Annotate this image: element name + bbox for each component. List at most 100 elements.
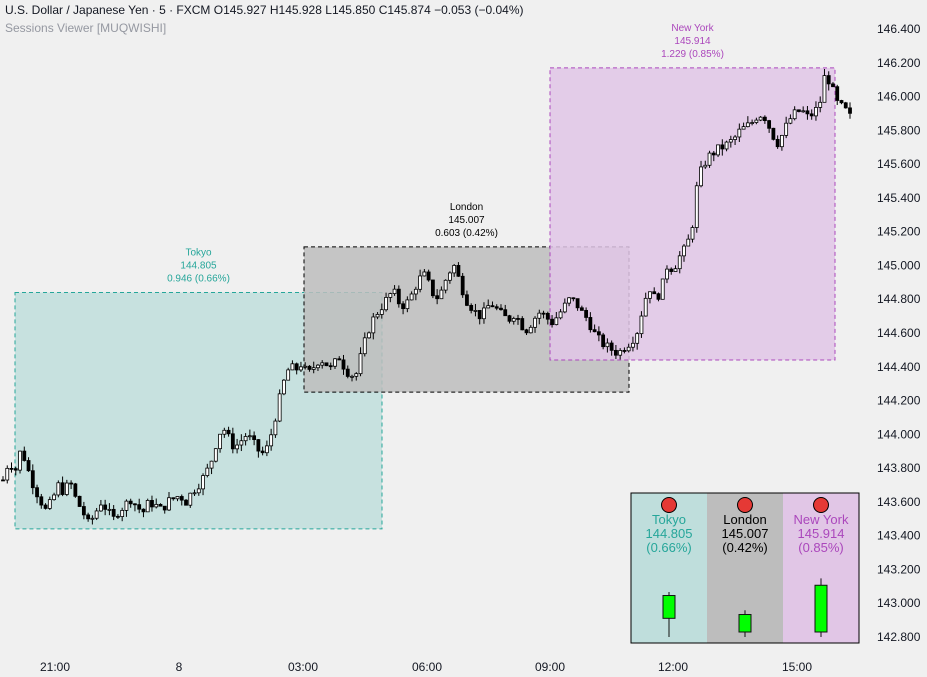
candle-body	[345, 368, 350, 377]
candle-body	[18, 450, 22, 471]
candle-body	[588, 317, 593, 331]
candle-body	[230, 433, 235, 450]
candle-body	[797, 109, 801, 112]
candle-body	[290, 363, 295, 371]
candle-body	[614, 349, 618, 356]
candle-body	[209, 460, 214, 469]
candle-body	[162, 505, 167, 511]
candle-body	[550, 318, 554, 326]
candle-body	[801, 110, 806, 113]
candle-body	[396, 288, 401, 305]
candle-body	[737, 128, 742, 138]
candle-body	[843, 102, 848, 109]
candle-body	[213, 448, 218, 462]
candle-body	[218, 433, 222, 450]
close-value: 145.874	[387, 3, 431, 17]
candle-body	[401, 303, 405, 310]
indicator-title[interactable]: Sessions Viewer [MUQWISHI]	[5, 21, 167, 35]
candle-body	[13, 468, 18, 471]
candle-body	[486, 305, 491, 309]
candle-body	[520, 318, 525, 331]
candle-body	[171, 497, 176, 500]
candle-body	[728, 139, 733, 143]
y-tick-label: 143.000	[877, 596, 921, 610]
table-session-price: 145.007	[722, 526, 769, 541]
candle-body	[758, 116, 763, 121]
session-labels: Tokyo 144.805 0.946 (0.66%) London 145.007 0.…	[167, 23, 724, 285]
y-tick-label: 146.200	[877, 56, 921, 70]
candle-body	[307, 365, 312, 370]
candle-body	[724, 141, 729, 150]
x-tick-label: 21:00	[40, 660, 70, 674]
candle-body	[703, 164, 708, 168]
candle-body	[145, 500, 150, 513]
candle-body	[426, 271, 431, 281]
time-axis: 21:00 8 03:00 06:00 09:00 12:00 15:00	[40, 660, 812, 674]
candle-body	[456, 265, 461, 277]
candle-body	[273, 420, 278, 436]
status-dot-icon	[661, 497, 677, 513]
candle-body	[256, 439, 261, 452]
candle-body	[601, 334, 606, 348]
candle-body	[418, 275, 423, 290]
candle-body	[822, 75, 827, 103]
candle-body	[175, 496, 180, 500]
session-label-change: 0.946 (0.66%)	[167, 273, 230, 284]
candle-body	[388, 293, 393, 298]
candle-body	[669, 268, 674, 272]
candle-body	[413, 288, 418, 295]
candle-body	[167, 497, 171, 511]
candle-body	[337, 358, 342, 361]
candle-body	[775, 138, 780, 148]
candle-body	[656, 293, 661, 300]
candle-body	[503, 309, 508, 317]
mini-candle-body	[738, 614, 752, 633]
table-session-name: New York	[794, 512, 849, 527]
candle-body	[282, 379, 286, 395]
candle-body	[430, 279, 435, 297]
candle-body	[137, 504, 142, 510]
y-tick-label: 144.400	[877, 360, 921, 374]
candle-body	[652, 291, 657, 295]
candle-body	[839, 100, 844, 104]
candle-body	[328, 365, 333, 368]
candle-body	[831, 83, 835, 88]
high-label: H	[269, 3, 279, 17]
candle-body	[473, 310, 478, 312]
candle-body	[264, 445, 269, 454]
candle-body	[541, 312, 546, 315]
symbol-title[interactable]: U.S. Dollar / Japanese Yen · 5 · FXCM	[5, 3, 211, 17]
candle-body	[235, 444, 239, 450]
candle-body	[188, 492, 193, 506]
candle-body	[814, 107, 818, 117]
candle-body	[562, 302, 567, 313]
y-tick-label: 142.800	[877, 630, 921, 644]
candle-body	[60, 482, 65, 495]
candle-body	[64, 482, 69, 495]
chart-header: U.S. Dollar / Japanese Yen · 5 · FXCM O1…	[5, 3, 524, 17]
candle-body	[711, 152, 716, 156]
candle-body	[784, 122, 789, 136]
candle-body	[605, 342, 610, 348]
candle-body	[677, 255, 682, 270]
candle-body	[686, 238, 691, 247]
candle-body	[631, 342, 635, 348]
table-session-name: London	[723, 512, 766, 527]
session-box-new-york	[549, 67, 836, 361]
candle-body	[575, 298, 580, 309]
candle-body	[665, 268, 669, 280]
session-boxes	[14, 67, 836, 530]
session-label-price: 144.805	[180, 260, 217, 271]
candle-body	[294, 363, 299, 371]
candle-body	[5, 467, 10, 481]
candle-body	[507, 315, 512, 322]
candle-body	[341, 359, 346, 370]
candle-body	[69, 482, 74, 485]
candle-body	[141, 508, 146, 513]
candle-body	[788, 118, 793, 124]
candle-body	[247, 435, 252, 438]
candle-body	[443, 279, 448, 291]
candle-body	[528, 326, 533, 334]
